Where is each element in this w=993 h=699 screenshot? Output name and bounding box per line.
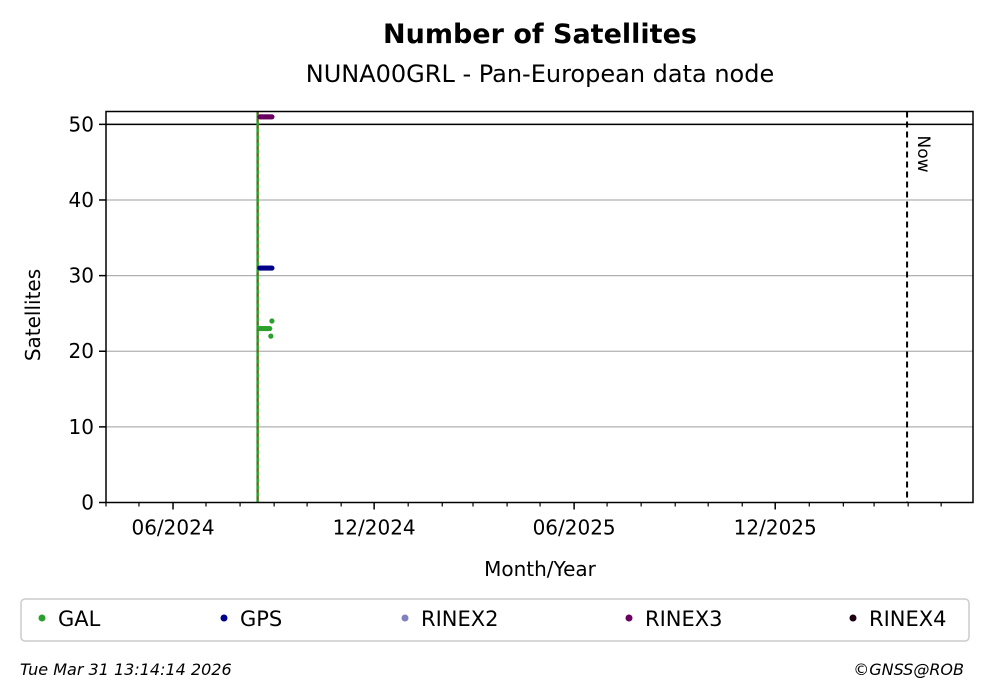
y-axis-label: Satellites: [21, 269, 45, 361]
data-points: [257, 114, 275, 339]
y-axis-ticks: 0 10 20 30 40 50: [69, 112, 106, 515]
y-tick-label: 0: [81, 491, 94, 515]
point-gal-11: [269, 318, 275, 324]
legend-label-rinex4: RINEX4: [869, 607, 947, 631]
now-line-layer: Now: [906, 111, 933, 503]
legend-items: GAL GPS RINEX2 RINEX3 RINEX4: [38, 607, 947, 631]
legend-box: [20, 598, 970, 642]
grid-lines: [106, 123, 973, 428]
plot-frame: [105, 110, 974, 504]
legend-label-rinex3: RINEX3: [645, 607, 723, 631]
now-label: Now: [913, 136, 933, 173]
chart-title: Number of Satellites: [383, 19, 697, 50]
chart-subtitle: NUNA00GRL - Pan-European data node: [306, 60, 775, 88]
x-tick-label: 06/2024: [131, 516, 214, 540]
y-tick-label: 30: [69, 264, 94, 288]
point-gps-11: [269, 265, 275, 271]
x-axis-label: Month/Year: [484, 557, 597, 581]
legend-marker-rinex3: [625, 614, 633, 622]
point-gal-10: [268, 333, 274, 339]
legend-label-gps: GPS: [240, 607, 282, 631]
point-rinex3-11: [269, 114, 275, 120]
legend-label-rinex2: RINEX2: [421, 607, 499, 631]
legend-marker-gal: [38, 614, 46, 622]
y-tick-label: 20: [69, 339, 94, 363]
y-tick-label: 10: [69, 415, 94, 439]
footer-credit: ©GNSS@ROB: [853, 660, 964, 679]
y-tick-label: 40: [69, 188, 94, 212]
legend-marker-rinex4: [849, 614, 857, 622]
x-tick-label: 12/2024: [333, 516, 416, 540]
legend-marker-rinex2: [401, 614, 409, 622]
footer-timestamp: Tue Mar 31 13:14:14 2026: [20, 660, 232, 679]
legend-marker-gps: [220, 614, 228, 622]
legend-label-gal: GAL: [58, 607, 101, 631]
legend: GAL GPS RINEX2 RINEX3 RINEX4: [20, 598, 970, 642]
x-tick-label: 12/2025: [734, 516, 817, 540]
x-axis-ticks: 06/2024 12/2024 06/2025 12/2025: [105, 502, 942, 540]
point-gal-9: [267, 325, 273, 332]
y-tick-label: 50: [69, 112, 94, 136]
x-tick-label: 06/2025: [533, 516, 616, 540]
